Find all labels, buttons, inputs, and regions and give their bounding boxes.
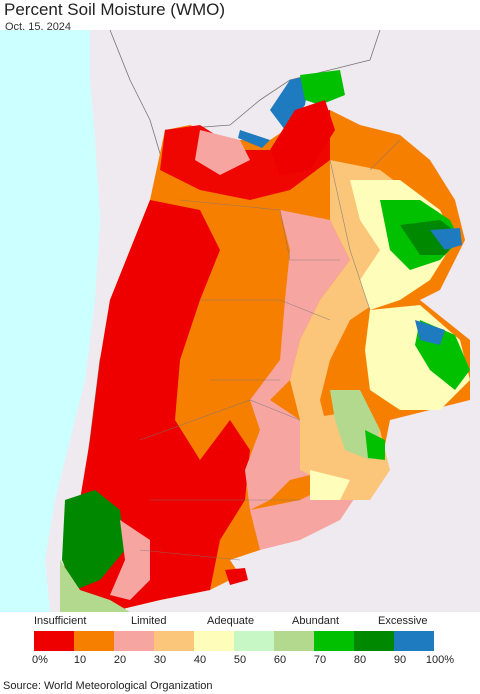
legend-tick: 70 xyxy=(313,654,327,666)
legend-tick: 10 xyxy=(73,654,87,666)
region-patagonia-wet xyxy=(62,490,125,590)
legend-swatch-9 xyxy=(394,631,434,651)
soil-moisture-map xyxy=(0,30,480,612)
legend-tick: 20 xyxy=(113,654,127,666)
legend-label-insufficient: Insufficient xyxy=(34,615,87,627)
region-south-tip-red xyxy=(225,568,248,585)
region-pampas-wet xyxy=(365,430,385,460)
legend-label-excessive: Excessive xyxy=(378,615,428,627)
region-pampas-adequate xyxy=(310,470,350,500)
legend-tick: 100% xyxy=(425,654,455,666)
legend-swatch-6 xyxy=(274,631,314,651)
legend-swatch-0 xyxy=(34,631,74,651)
legend-tick: 90 xyxy=(393,654,407,666)
source-credit: Source: World Meteorological Organizatio… xyxy=(3,680,213,692)
region-excessive-mesopotamia xyxy=(430,228,462,250)
province-borders xyxy=(139,139,401,561)
legend-label-abundant: Abundant xyxy=(292,615,340,627)
region-north-excessive xyxy=(270,75,310,130)
legend-label-limited: Limited xyxy=(131,615,167,627)
legend-tick: 60 xyxy=(273,654,287,666)
legend-swatch-2 xyxy=(114,631,154,651)
legend-swatch-1 xyxy=(74,631,114,651)
region-north-red xyxy=(270,100,335,175)
legend-tick: 30 xyxy=(153,654,167,666)
legend-swatch-4 xyxy=(194,631,234,651)
region-north-excessive-small xyxy=(238,130,270,148)
region-patagonia-green xyxy=(60,560,130,612)
region-patagonia-pink xyxy=(110,520,150,600)
legend-color-bar xyxy=(34,631,434,651)
map-title: Percent Soil Moisture (WMO) xyxy=(4,0,226,19)
legend-swatch-3 xyxy=(154,631,194,651)
region-limited-pink-north xyxy=(195,130,250,175)
region-north-wet xyxy=(300,70,345,105)
legend-swatch-7 xyxy=(314,631,354,651)
legend-tick: 80 xyxy=(353,654,367,666)
legend-label-adequate: Adequate xyxy=(207,615,255,627)
region-limited-pink-mid xyxy=(245,210,350,510)
legend-swatch-8 xyxy=(354,631,394,651)
region-uruguay-excessive xyxy=(415,320,445,345)
legend-tick: 0% xyxy=(32,654,48,666)
legend-swatch-5 xyxy=(234,631,274,651)
legend-tick: 40 xyxy=(193,654,207,666)
legend-tick: 50 xyxy=(233,654,247,666)
